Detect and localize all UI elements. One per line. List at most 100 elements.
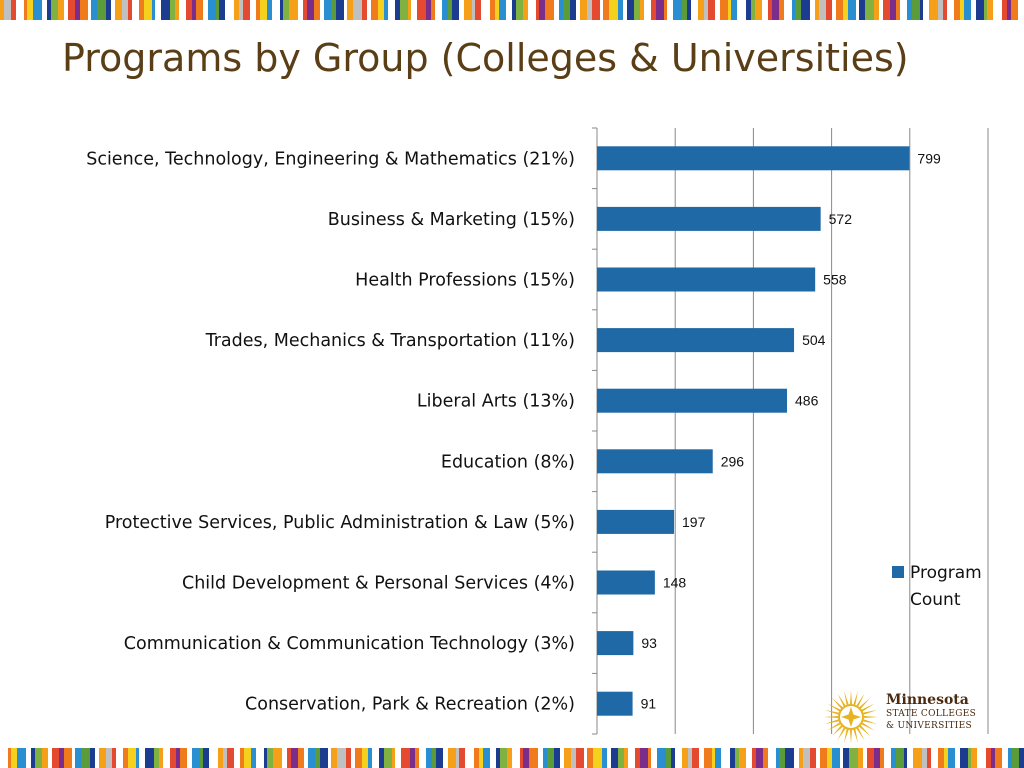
stripe-segment <box>520 748 523 768</box>
stripe-segment <box>593 748 602 768</box>
stripe-segment <box>187 748 192 768</box>
stripe-segment <box>99 748 106 768</box>
stripe-segment <box>152 0 155 20</box>
stripe-segment <box>644 0 651 20</box>
category-label: Conservation, Park & Recreation (2%) <box>245 695 575 715</box>
stripe-segment <box>763 748 768 768</box>
stripe-segment <box>1019 748 1024 768</box>
stripe-segment <box>731 0 737 20</box>
stripe-segment <box>280 0 283 20</box>
category-label: Child Development & Personal Services (4… <box>182 574 575 594</box>
stripe-segment <box>849 748 858 768</box>
stripe-segment <box>737 0 746 20</box>
stripe-segment <box>907 748 913 768</box>
stripe-segment <box>611 748 618 768</box>
sun-ray <box>824 719 839 724</box>
category-label: Protective Services, Public Administrati… <box>105 513 575 533</box>
stripe-segment <box>651 0 656 20</box>
stripe-segment <box>368 748 372 768</box>
stripe-segment <box>11 748 17 768</box>
stripe-segment <box>426 0 431 20</box>
sun-ray <box>853 690 858 705</box>
stripe-segment <box>216 0 219 20</box>
data-label: 148 <box>663 575 687 591</box>
stripe-segment <box>879 0 883 20</box>
stripe-segment <box>1008 748 1012 768</box>
stripe-segment <box>170 748 176 768</box>
stripe-segment <box>691 0 698 20</box>
stripe-segment <box>35 748 42 768</box>
stripe-segment <box>912 0 920 20</box>
stripe-segment <box>832 0 836 20</box>
stripe-segment <box>1018 0 1024 20</box>
stripe-segment <box>474 748 479 768</box>
logo-subtitle-2: & UNIVERSITIES <box>886 721 972 731</box>
stripe-segment <box>256 0 260 20</box>
stripe-segment <box>72 748 75 768</box>
stripe-segment <box>1012 748 1019 768</box>
stripe-segment <box>938 748 944 768</box>
stripe-segment <box>384 748 392 768</box>
stripe-segment <box>475 0 481 20</box>
stripe-segment <box>954 0 960 20</box>
sun-ray <box>837 693 846 707</box>
stripe-segment <box>618 0 623 20</box>
sun-ray <box>824 716 838 718</box>
stripe-segment <box>315 748 320 768</box>
stripe-segment <box>331 748 337 768</box>
stripe-segment <box>128 748 136 768</box>
stripe-segment <box>324 0 331 20</box>
stripe-segment <box>442 0 448 20</box>
stripe-segment <box>106 748 112 768</box>
stripe-segment <box>180 748 187 768</box>
stripe-segment <box>283 0 289 20</box>
sun-ray <box>856 693 865 707</box>
stripe-segment <box>529 748 538 768</box>
stripe-segment <box>303 0 307 20</box>
stripe-segment <box>97 0 106 20</box>
stripe-segment <box>116 748 123 768</box>
stripe-segment <box>267 0 272 20</box>
stripe-segment <box>810 748 816 768</box>
stripe-segment <box>395 0 400 20</box>
sun-ray <box>863 719 878 724</box>
stripe-segment <box>378 0 384 20</box>
stripe-segment <box>415 748 419 768</box>
stripe-segment <box>464 0 472 20</box>
stripe-segment <box>337 748 346 768</box>
stripe-segment <box>584 748 587 768</box>
stripe-segment <box>328 748 331 768</box>
stripe-segment <box>372 748 379 768</box>
data-label: 93 <box>641 635 657 651</box>
stripe-segment <box>756 748 763 768</box>
data-label: 486 <box>795 393 819 409</box>
stripe-segment <box>58 0 64 20</box>
stripe-segment <box>209 748 218 768</box>
stripe-segment <box>559 0 563 20</box>
stripe-segment <box>913 748 922 768</box>
stripe-segment <box>538 748 543 768</box>
stripe-segment <box>768 0 772 20</box>
sun-ray <box>827 703 841 712</box>
stripe-segment <box>64 748 72 768</box>
stripe-segment <box>840 748 843 768</box>
stripe-segment <box>688 748 692 768</box>
stripe-segment <box>560 748 564 768</box>
stripe-segment <box>161 0 170 20</box>
chart-legend: Program Count <box>892 560 1002 614</box>
sun-ray <box>831 725 843 737</box>
data-label: 572 <box>829 211 853 227</box>
stripe-segment <box>31 748 35 768</box>
stripe-segment <box>362 748 368 768</box>
stripe-segment <box>904 748 907 768</box>
stripe-segment <box>234 0 239 20</box>
stripe-segment <box>320 748 328 768</box>
stripe-segment <box>287 748 291 768</box>
category-label: Trades, Mechanics & Transportation (11%) <box>205 331 575 351</box>
stripe-segment <box>938 0 943 20</box>
stripe-segment <box>314 0 320 20</box>
stripe-segment <box>64 0 68 20</box>
stripe-segment <box>170 0 175 20</box>
stripe-segment <box>459 748 465 768</box>
stripe-segment <box>90 748 95 768</box>
